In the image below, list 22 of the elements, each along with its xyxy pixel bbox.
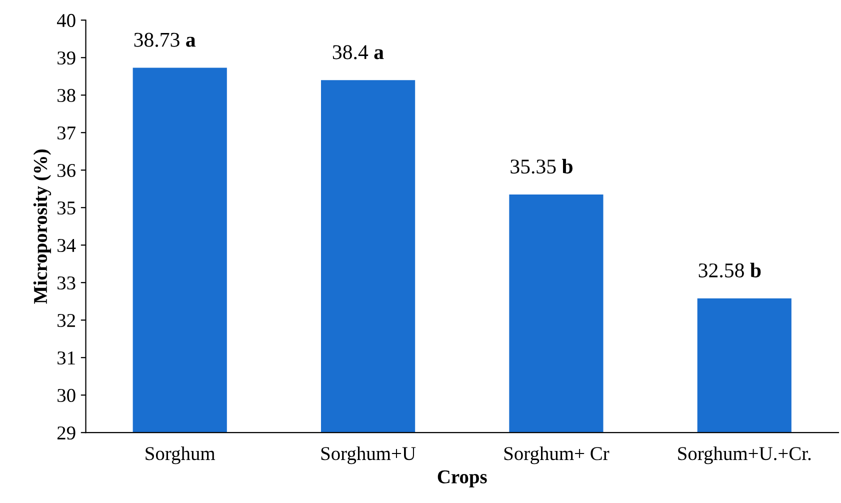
data-label: 35.35 b <box>510 158 573 174</box>
y-tick-label: 39 <box>58 51 76 65</box>
y-tick-label: 34 <box>58 238 76 252</box>
y-tick-label: 36 <box>58 164 76 178</box>
x-axis-title: Crops <box>438 470 487 488</box>
y-tick-label: 40 <box>56 14 76 28</box>
x-tick-label: Sorghum+ Cr <box>504 446 610 464</box>
y-tick-label: 30 <box>58 388 76 402</box>
y-tick-label: 37 <box>58 126 76 140</box>
x-tick-label: Sorghum+U.+Cr. <box>678 446 811 464</box>
y-axis-title: Microporosity (%) <box>33 150 52 304</box>
y-tick-label: 35 <box>58 201 76 215</box>
data-label: 38.4 a <box>332 45 384 60</box>
y-tick-label: 33 <box>58 276 76 290</box>
y-tick-label: 32 <box>58 314 75 328</box>
data-label: 32.58 b <box>698 262 761 278</box>
y-tick-label: 38 <box>58 88 76 102</box>
data-label: 38.73 a <box>134 32 196 47</box>
x-tick-label: Sorghum <box>146 446 216 464</box>
y-tick-label: 29 <box>57 426 76 440</box>
y-tick-label: 31 <box>58 351 75 365</box>
x-tick-label: Sorghum+U <box>321 446 416 464</box>
